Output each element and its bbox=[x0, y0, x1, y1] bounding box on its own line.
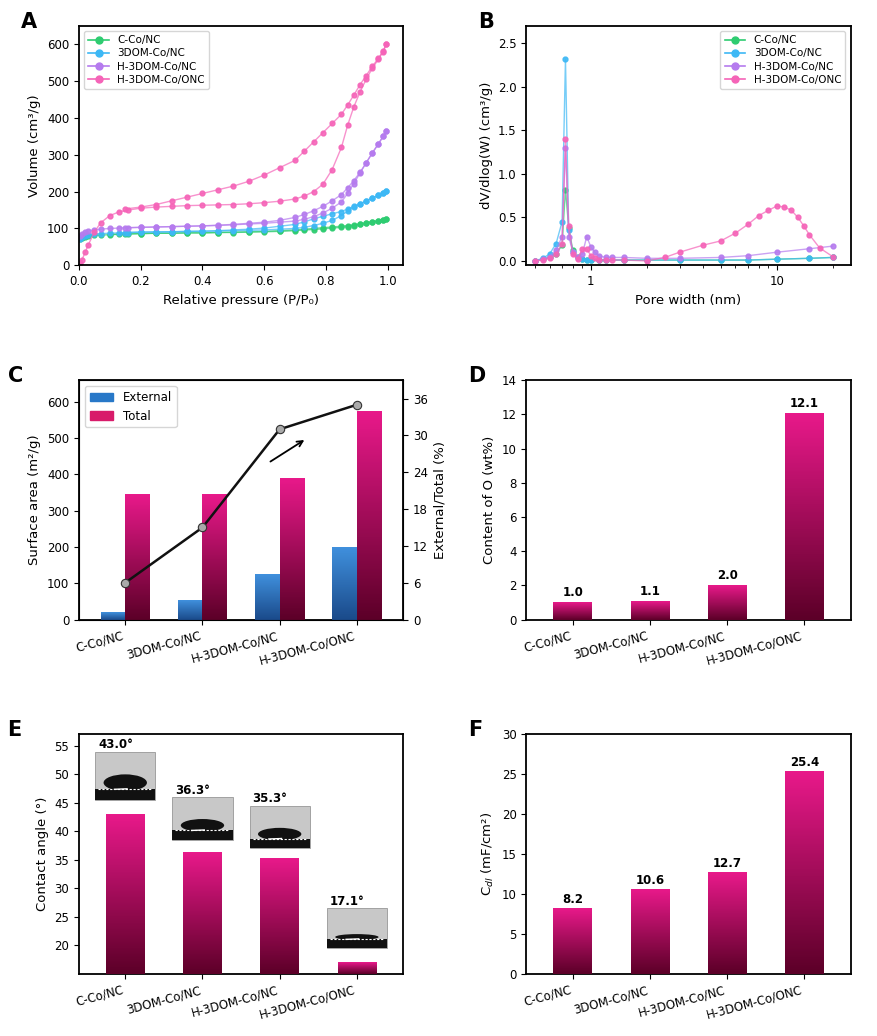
Bar bbox=[173, 831, 232, 840]
Y-axis label: Contact angle (°): Contact angle (°) bbox=[36, 797, 49, 912]
Text: 1.1: 1.1 bbox=[639, 584, 660, 598]
FancyBboxPatch shape bbox=[95, 751, 155, 800]
Bar bbox=[260, 858, 299, 974]
Bar bbox=[708, 585, 746, 620]
Text: 12.7: 12.7 bbox=[713, 857, 742, 870]
Bar bbox=[183, 853, 222, 974]
Y-axis label: Content of O (wt%): Content of O (wt%) bbox=[483, 436, 496, 564]
Text: 36.3°: 36.3° bbox=[175, 783, 210, 797]
Legend: External, Total: External, Total bbox=[85, 386, 176, 428]
Text: 12.1: 12.1 bbox=[790, 397, 819, 409]
Text: F: F bbox=[468, 720, 482, 740]
Bar bbox=[255, 574, 280, 620]
Ellipse shape bbox=[335, 934, 379, 940]
Y-axis label: Surface area (m²/g): Surface area (m²/g) bbox=[28, 434, 41, 566]
Y-axis label: dV/dlog(W) (cm³/g): dV/dlog(W) (cm³/g) bbox=[480, 82, 493, 209]
Text: B: B bbox=[478, 11, 494, 31]
Bar bbox=[631, 889, 669, 974]
Bar bbox=[357, 411, 381, 620]
Text: 1.0: 1.0 bbox=[562, 586, 583, 600]
Bar bbox=[280, 478, 304, 620]
Bar bbox=[553, 603, 592, 620]
Bar bbox=[327, 940, 387, 948]
Legend: C-Co/NC, 3DOM-Co/NC, H-3DOM-Co/NC, H-3DOM-Co/ONC: C-Co/NC, 3DOM-Co/NC, H-3DOM-Co/NC, H-3DO… bbox=[84, 31, 210, 89]
Bar bbox=[125, 494, 150, 620]
Legend: C-Co/NC, 3DOM-Co/NC, H-3DOM-Co/NC, H-3DOM-Co/ONC: C-Co/NC, 3DOM-Co/NC, H-3DOM-Co/NC, H-3DO… bbox=[720, 31, 845, 89]
Bar bbox=[101, 612, 125, 620]
Bar bbox=[250, 839, 310, 848]
Bar bbox=[785, 412, 824, 620]
Bar bbox=[106, 814, 145, 974]
X-axis label: Relative pressure (P/P₀): Relative pressure (P/P₀) bbox=[163, 293, 319, 307]
FancyBboxPatch shape bbox=[327, 909, 387, 948]
Text: 25.4: 25.4 bbox=[790, 756, 819, 769]
FancyBboxPatch shape bbox=[173, 797, 232, 840]
Text: E: E bbox=[8, 720, 22, 740]
Bar bbox=[708, 872, 746, 974]
Bar bbox=[631, 601, 669, 620]
Ellipse shape bbox=[258, 828, 302, 840]
Bar bbox=[785, 771, 824, 974]
Y-axis label: Volume (cm³/g): Volume (cm³/g) bbox=[28, 94, 41, 197]
Bar bbox=[332, 547, 357, 620]
Text: 8.2: 8.2 bbox=[562, 893, 583, 906]
Text: C: C bbox=[8, 366, 23, 385]
Bar bbox=[95, 789, 155, 800]
Text: 17.1°: 17.1° bbox=[330, 895, 365, 908]
Ellipse shape bbox=[181, 819, 225, 832]
Bar bbox=[178, 600, 203, 620]
FancyBboxPatch shape bbox=[250, 806, 310, 848]
Bar bbox=[553, 909, 592, 974]
X-axis label: Pore width (nm): Pore width (nm) bbox=[636, 293, 742, 307]
Y-axis label: C$_{dl}$ (mF/cm²): C$_{dl}$ (mF/cm²) bbox=[481, 812, 496, 896]
Text: 2.0: 2.0 bbox=[717, 570, 738, 582]
Y-axis label: External/Total (%): External/Total (%) bbox=[433, 441, 446, 558]
Text: A: A bbox=[20, 11, 37, 31]
Ellipse shape bbox=[103, 774, 147, 792]
Text: 43.0°: 43.0° bbox=[98, 738, 133, 751]
Bar bbox=[203, 494, 227, 620]
Text: D: D bbox=[468, 366, 485, 385]
Text: 35.3°: 35.3° bbox=[253, 793, 288, 805]
Bar bbox=[338, 961, 376, 974]
Text: 10.6: 10.6 bbox=[636, 873, 665, 887]
